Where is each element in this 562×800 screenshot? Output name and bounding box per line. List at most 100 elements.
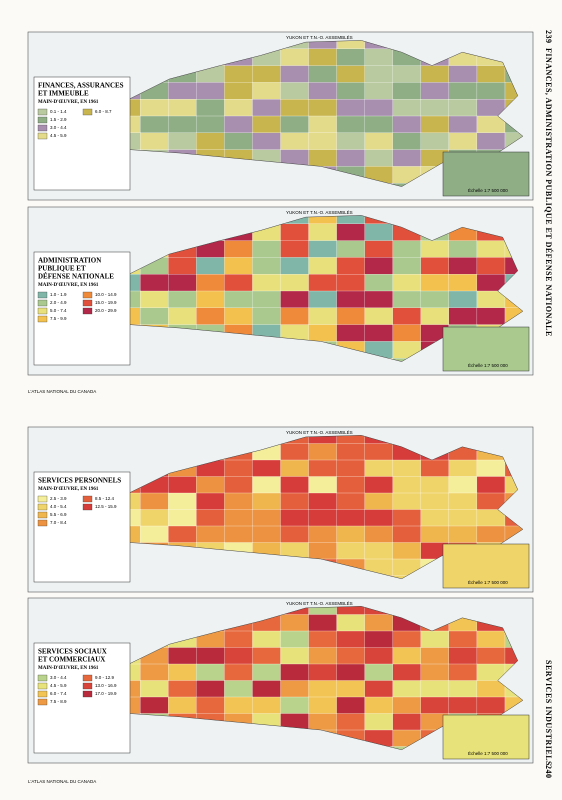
region	[168, 663, 197, 682]
region	[168, 290, 197, 309]
legend-swatch	[37, 698, 48, 706]
legend-swatch	[37, 132, 48, 140]
region	[168, 525, 197, 544]
region	[448, 647, 478, 665]
region	[420, 492, 450, 511]
region	[252, 647, 282, 665]
region	[336, 257, 366, 275]
region	[168, 696, 197, 715]
map-title: ADMINISTRATION	[38, 257, 101, 265]
region	[168, 509, 197, 527]
legend-swatch	[82, 674, 93, 682]
region	[308, 443, 338, 461]
region	[336, 274, 366, 292]
region	[280, 630, 310, 649]
region	[308, 614, 338, 632]
region	[224, 459, 254, 478]
region	[308, 274, 338, 292]
region	[336, 680, 366, 698]
region	[168, 99, 197, 117]
legend-label: 6.0 - 8.7	[95, 109, 112, 114]
region	[224, 696, 254, 715]
region	[224, 274, 254, 292]
region	[364, 132, 394, 151]
region	[476, 240, 506, 259]
legend-swatch	[37, 307, 48, 315]
legend-swatch	[37, 503, 48, 511]
legend-swatch	[37, 519, 48, 527]
legend-swatch	[37, 511, 48, 519]
region	[420, 99, 450, 117]
region	[336, 476, 366, 494]
region	[308, 223, 338, 242]
legend-box	[33, 76, 131, 191]
legend-swatch	[37, 690, 48, 698]
region	[392, 240, 422, 259]
region	[252, 99, 282, 117]
page-number: 239	[544, 30, 553, 44]
legend-swatch	[82, 108, 93, 116]
map-subtitle: MAIN-D'ŒUVRE, EN 1961	[38, 283, 99, 288]
region	[252, 274, 282, 292]
region	[420, 663, 450, 682]
region	[392, 307, 422, 326]
region	[168, 82, 197, 100]
legend-label: 20.0 - 29.9	[95, 308, 117, 313]
region	[196, 99, 226, 117]
region	[392, 115, 422, 134]
legend-swatch	[37, 674, 48, 682]
map-subtitle: MAIN-D'ŒUVRE, EN 1961	[38, 100, 99, 105]
legend-swatch	[37, 291, 48, 299]
region	[308, 509, 338, 527]
region	[420, 82, 450, 100]
region	[140, 663, 169, 682]
region	[476, 630, 506, 649]
region	[252, 459, 282, 478]
region	[280, 115, 310, 134]
region	[448, 115, 478, 134]
region	[224, 307, 254, 326]
legend-label: 4.5 - 5.9	[50, 683, 67, 688]
region	[308, 115, 338, 134]
region	[364, 542, 394, 560]
legend-label: 6.0 - 7.4	[50, 691, 67, 696]
region	[224, 647, 254, 665]
legend-label: 8.5 - 12.4	[95, 496, 115, 501]
region	[252, 492, 282, 511]
map-title: SERVICES PERSONNELS	[38, 477, 121, 485]
region	[308, 82, 338, 100]
region	[196, 492, 226, 511]
scale-label: Échelle 1:7 500 000	[468, 187, 508, 193]
inset-label: YUKON ET T.N.-O. ASSEMBLÉS	[286, 600, 353, 606]
region	[336, 132, 366, 151]
region	[336, 492, 366, 511]
region	[308, 99, 338, 117]
region	[420, 476, 450, 494]
region	[392, 324, 422, 343]
region	[392, 680, 422, 698]
region	[336, 149, 366, 168]
region	[336, 663, 366, 682]
region	[364, 492, 394, 511]
region	[420, 630, 450, 649]
region	[252, 476, 282, 494]
region	[364, 630, 394, 649]
legend-label: 0.1 - 1.4	[50, 109, 67, 114]
page-number: 240	[544, 765, 553, 779]
region	[252, 240, 282, 259]
region	[196, 82, 226, 100]
region	[252, 509, 282, 527]
region	[420, 696, 450, 715]
region	[336, 115, 366, 134]
region	[448, 492, 478, 511]
region	[392, 713, 422, 731]
region	[420, 290, 450, 309]
region	[168, 476, 197, 494]
region	[280, 696, 310, 715]
region	[420, 680, 450, 698]
region	[280, 240, 310, 259]
region	[140, 680, 169, 698]
inset-map	[442, 151, 530, 197]
legend-swatch	[82, 495, 93, 503]
region	[420, 647, 450, 665]
